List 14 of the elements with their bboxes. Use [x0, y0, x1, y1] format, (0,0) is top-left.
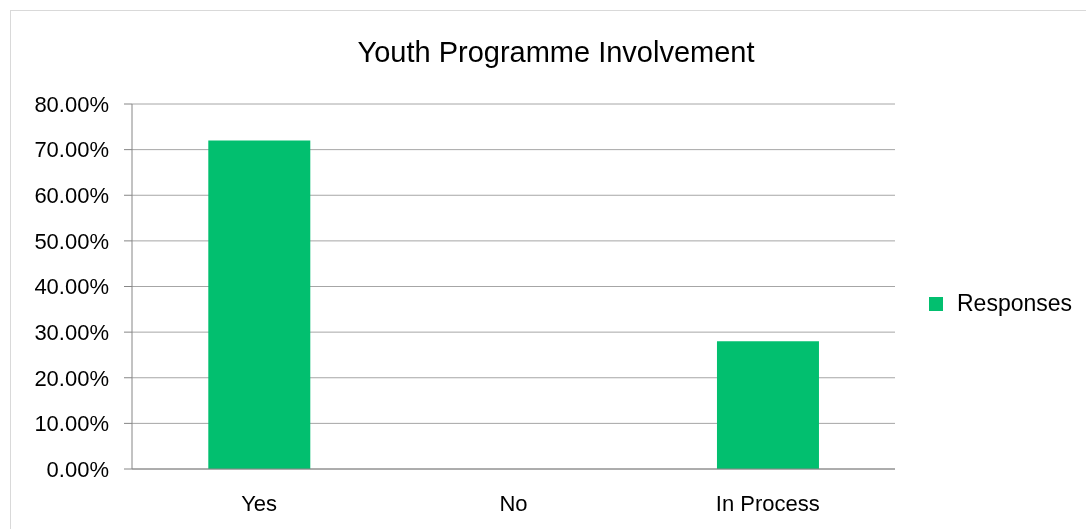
y-tick-label: 50.00% — [34, 228, 109, 254]
x-tick-label: Yes — [241, 490, 278, 516]
y-tick-label: 60.00% — [34, 183, 109, 209]
x-tick-label: No — [499, 490, 528, 516]
y-tick-label: 20.00% — [34, 365, 109, 391]
y-tick-label: 30.00% — [34, 319, 109, 345]
chart-title: Youth Programme Involvement — [356, 36, 756, 69]
y-tick-label: 70.00% — [34, 137, 109, 163]
y-tick-label: 80.00% — [34, 91, 109, 117]
legend-label: Responses — [957, 290, 1073, 317]
y-tick-label: 10.00% — [34, 411, 109, 437]
x-tick-label: In Process — [715, 490, 820, 516]
y-tick-label: 40.00% — [34, 274, 109, 300]
y-tick-label: 0.00% — [46, 456, 109, 482]
